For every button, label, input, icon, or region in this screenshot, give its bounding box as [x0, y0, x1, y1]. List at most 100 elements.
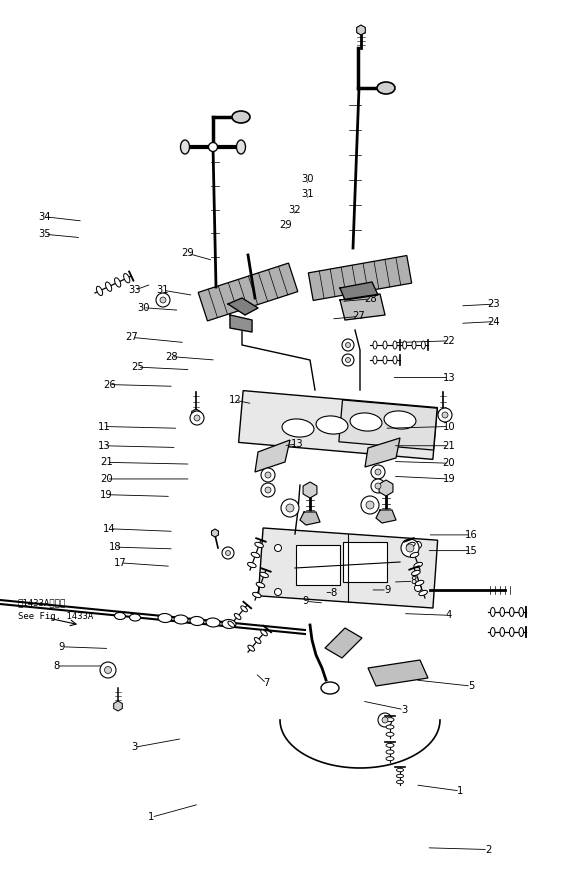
- Text: 4: 4: [445, 610, 452, 621]
- Polygon shape: [340, 294, 385, 320]
- Text: 31: 31: [157, 285, 169, 295]
- Text: 9: 9: [302, 596, 309, 607]
- Ellipse shape: [371, 465, 385, 479]
- Text: 2: 2: [485, 844, 491, 855]
- Ellipse shape: [346, 357, 351, 363]
- Polygon shape: [211, 529, 218, 537]
- Ellipse shape: [378, 713, 392, 727]
- Ellipse shape: [260, 572, 268, 578]
- Ellipse shape: [256, 582, 265, 587]
- Ellipse shape: [412, 571, 420, 576]
- Ellipse shape: [386, 718, 394, 722]
- Ellipse shape: [490, 607, 495, 616]
- Ellipse shape: [100, 662, 116, 678]
- Ellipse shape: [519, 607, 523, 616]
- Ellipse shape: [414, 562, 422, 567]
- Ellipse shape: [321, 682, 339, 694]
- Text: 29: 29: [182, 248, 194, 259]
- Ellipse shape: [255, 543, 264, 547]
- Text: 12: 12: [229, 395, 242, 406]
- Text: 7: 7: [263, 678, 270, 689]
- Text: 32: 32: [288, 205, 301, 215]
- Ellipse shape: [206, 618, 220, 627]
- Text: 8: 8: [53, 661, 59, 671]
- Ellipse shape: [386, 743, 394, 747]
- Ellipse shape: [222, 547, 234, 559]
- Ellipse shape: [174, 615, 188, 624]
- Text: 19: 19: [100, 489, 113, 500]
- Ellipse shape: [114, 613, 126, 620]
- Ellipse shape: [361, 496, 379, 514]
- Ellipse shape: [386, 757, 394, 760]
- Ellipse shape: [421, 341, 425, 349]
- Text: 3: 3: [401, 704, 407, 715]
- Text: 27: 27: [353, 311, 365, 322]
- Ellipse shape: [371, 479, 385, 493]
- Ellipse shape: [407, 543, 415, 547]
- Polygon shape: [340, 282, 378, 300]
- Ellipse shape: [393, 356, 397, 364]
- Ellipse shape: [209, 142, 218, 151]
- Ellipse shape: [386, 725, 394, 729]
- Polygon shape: [365, 438, 400, 467]
- Ellipse shape: [384, 411, 416, 429]
- Ellipse shape: [232, 111, 250, 123]
- Ellipse shape: [509, 628, 514, 636]
- Ellipse shape: [316, 416, 348, 434]
- Ellipse shape: [194, 415, 200, 421]
- Ellipse shape: [248, 645, 255, 651]
- Text: 第1433A図参照: 第1433A図参照: [18, 598, 66, 607]
- Ellipse shape: [261, 468, 275, 482]
- Ellipse shape: [286, 504, 294, 512]
- Text: 34: 34: [39, 212, 51, 222]
- Text: 35: 35: [39, 229, 51, 239]
- Ellipse shape: [373, 341, 377, 349]
- Ellipse shape: [247, 562, 256, 567]
- Polygon shape: [303, 482, 317, 498]
- Polygon shape: [300, 512, 320, 525]
- Text: 21: 21: [443, 440, 455, 451]
- Text: 14: 14: [103, 524, 116, 534]
- Ellipse shape: [226, 551, 231, 556]
- Ellipse shape: [406, 544, 414, 552]
- Text: 9: 9: [384, 585, 390, 595]
- Ellipse shape: [261, 630, 268, 636]
- Text: 1: 1: [457, 786, 463, 796]
- Polygon shape: [325, 628, 362, 658]
- Ellipse shape: [509, 607, 514, 616]
- Ellipse shape: [397, 774, 403, 778]
- Ellipse shape: [156, 293, 170, 307]
- Ellipse shape: [366, 501, 374, 509]
- Ellipse shape: [383, 341, 387, 349]
- Text: 28: 28: [165, 351, 177, 362]
- Polygon shape: [439, 409, 447, 419]
- Ellipse shape: [490, 628, 495, 636]
- Text: 22: 22: [443, 336, 455, 346]
- Ellipse shape: [415, 585, 421, 592]
- Ellipse shape: [181, 140, 190, 154]
- Ellipse shape: [281, 499, 299, 517]
- Ellipse shape: [500, 607, 504, 616]
- Ellipse shape: [251, 552, 260, 558]
- Ellipse shape: [377, 82, 395, 94]
- Ellipse shape: [410, 552, 419, 558]
- Polygon shape: [357, 25, 365, 35]
- Ellipse shape: [222, 620, 236, 628]
- Polygon shape: [368, 660, 428, 686]
- Text: 5: 5: [468, 681, 475, 691]
- Ellipse shape: [397, 768, 403, 772]
- Polygon shape: [198, 263, 298, 321]
- Ellipse shape: [190, 616, 204, 626]
- Ellipse shape: [397, 780, 403, 784]
- Ellipse shape: [346, 343, 351, 348]
- Text: 13: 13: [98, 440, 110, 451]
- Polygon shape: [309, 255, 412, 301]
- Ellipse shape: [96, 286, 103, 295]
- Polygon shape: [343, 542, 387, 582]
- Ellipse shape: [393, 341, 397, 349]
- Text: 13: 13: [291, 439, 304, 449]
- Text: 26: 26: [103, 379, 116, 390]
- Ellipse shape: [114, 278, 121, 287]
- Ellipse shape: [130, 614, 140, 621]
- Text: 33: 33: [128, 285, 141, 295]
